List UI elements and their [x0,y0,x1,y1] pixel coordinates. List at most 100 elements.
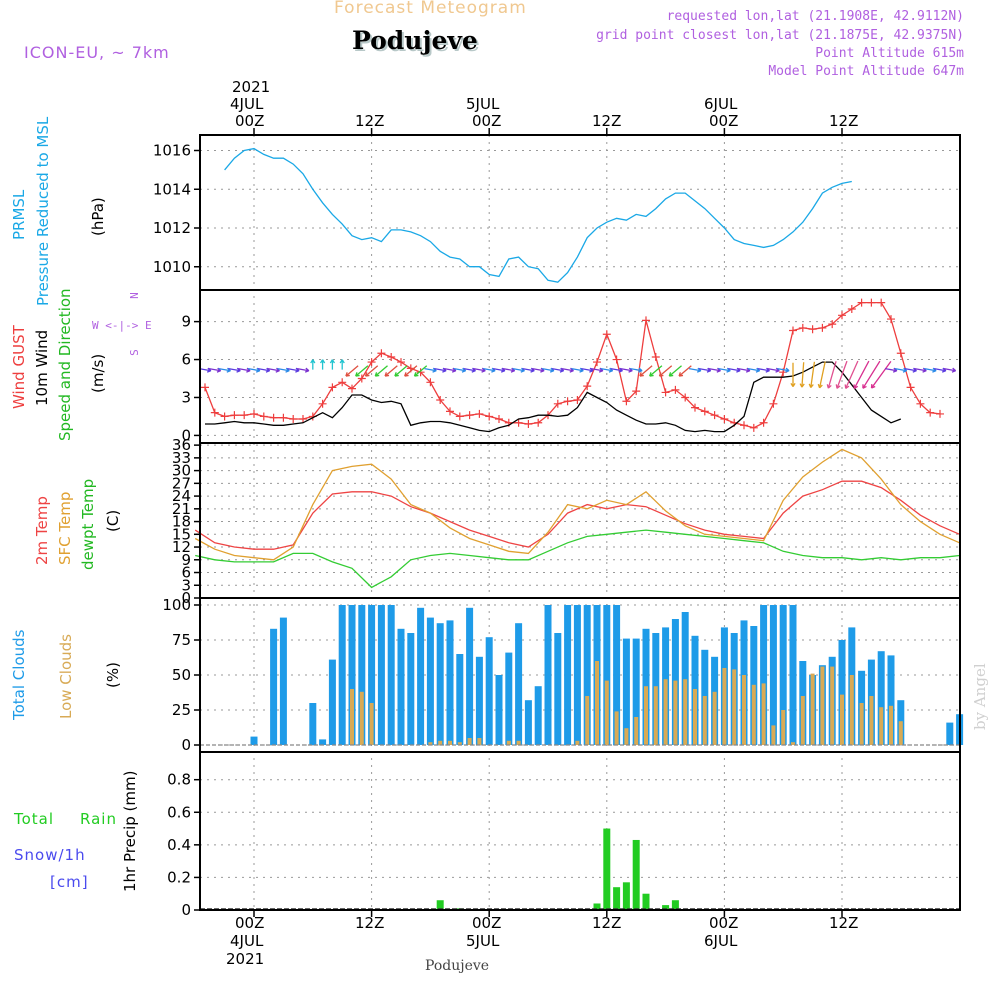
low-cloud-bar [614,711,619,745]
low-cloud-bar [595,661,599,745]
wind-direction-arrow [668,365,682,377]
total-cloud-bar [309,703,317,745]
precip-bar [613,887,621,910]
series-line-wind-0 [204,301,941,429]
gust-marker [818,323,827,332]
low-cloud-bar [604,680,609,745]
low-cloud-bar [575,740,580,745]
y-tick-label: 21 [172,500,191,518]
gust-marker [808,325,817,334]
top-tick-3: 00Z [472,112,502,130]
gust-marker [661,388,670,397]
wind-direction-arrow [522,367,535,373]
y-tick-label: 0 [181,426,191,444]
precip-bar [436,900,444,910]
low-cloud-bar [448,740,452,745]
gust-marker [563,397,572,406]
gust-marker [338,378,347,387]
total-cloud-bar [270,628,278,745]
precip-bar [632,839,640,910]
low-cloud-bar [751,684,756,745]
gust-marker [769,399,778,408]
total-cloud-bar [573,605,581,745]
gust-marker [446,407,454,416]
total-cloud-bar [377,605,385,745]
wind-direction-arrow [551,367,565,373]
top-year: 2021 [232,78,271,96]
bottom-day-3: 6JUL [704,932,738,950]
wind-direction-arrow [532,367,545,373]
wind-direction-arrow [434,367,447,373]
top-tick-4: 12Z [592,112,622,130]
y-tick-label: 3 [181,576,191,594]
gust-marker [916,399,925,408]
low-cloud-bar [663,679,668,745]
wind-direction-arrow [355,365,369,377]
model-label: ICON-EU, ~ 7km [24,43,170,62]
bottom-day-1: 4JUL [230,932,264,950]
gust-marker [838,311,846,320]
gust-marker [887,315,895,324]
label-rain: Rain [80,810,117,828]
wind-direction-arrow [894,367,908,373]
low-cloud-bar [369,703,374,745]
wind-direction-arrow [708,367,721,373]
total-cloud-bar [554,633,562,745]
total-cloud-bar [397,628,405,745]
total-cloud-bar [417,607,425,745]
low-cloud-bar [879,707,884,745]
low-cloud-bar [467,738,472,745]
wind-direction-arrow [238,367,251,373]
total-cloud-bar [622,638,630,745]
top-tick-2: 12Z [355,112,385,130]
wind-direction-arrow [862,360,881,389]
y-tick-label: 33 [172,449,191,467]
low-cloud-bar [820,666,825,745]
bottom-tick-6: 12Z [829,914,859,932]
total-cloud-bar [946,722,954,745]
gust-marker [700,407,709,416]
y-tick-label: 0.8 [167,771,191,789]
bottom-tick-1: 00Z [235,914,265,932]
y-tick-label: 0.4 [167,836,191,854]
y-tick-label: 15 [172,525,191,543]
wind-direction-arrow [492,367,506,373]
total-cloud-bar [632,638,640,745]
gust-marker [455,412,464,421]
wind-direction-arrow [413,365,428,377]
wind-direction-arrow [943,367,957,373]
low-cloud-bar [869,696,874,745]
wind-direction-arrow [590,367,604,373]
low-cloud-bar [477,738,482,745]
low-cloud-bar [683,679,688,745]
gust-marker [798,323,807,332]
wind-direction-arrow [835,360,848,389]
model-altitude: Model Point Altitude 647m [768,64,964,79]
wind-direction-arrow [718,367,731,373]
total-cloud-bar [436,623,444,745]
total-cloud-bar [515,623,523,745]
low-cloud-bar [438,740,443,745]
wind-direction-arrow [267,367,280,373]
total-cloud-bar [789,605,797,745]
gust-marker [397,358,405,367]
wind-direction-arrow [319,359,326,370]
wind-direction-arrow [345,365,359,377]
series-line-wind-1 [205,361,902,433]
wind-direction-arrow [463,367,476,373]
product-title: Forecast Meteogram [334,0,527,18]
bottom-day-2: 5JUL [466,932,500,950]
gust-marker [612,355,621,364]
series-line-pressure-0 [224,147,852,283]
wind-direction-arrow [737,367,751,373]
y-tick-label: 0 [181,589,191,607]
panel-frame-temperature [199,442,961,599]
gust-marker [259,412,268,421]
total-cloud-bar [877,651,885,745]
wind-direction-arrow [870,360,892,389]
total-cloud-bar [887,655,895,745]
y-tick-label: 75 [172,631,191,649]
gust-marker [847,304,856,313]
wind-direction-arrow [698,367,712,373]
low-cloud-bar [359,691,364,745]
